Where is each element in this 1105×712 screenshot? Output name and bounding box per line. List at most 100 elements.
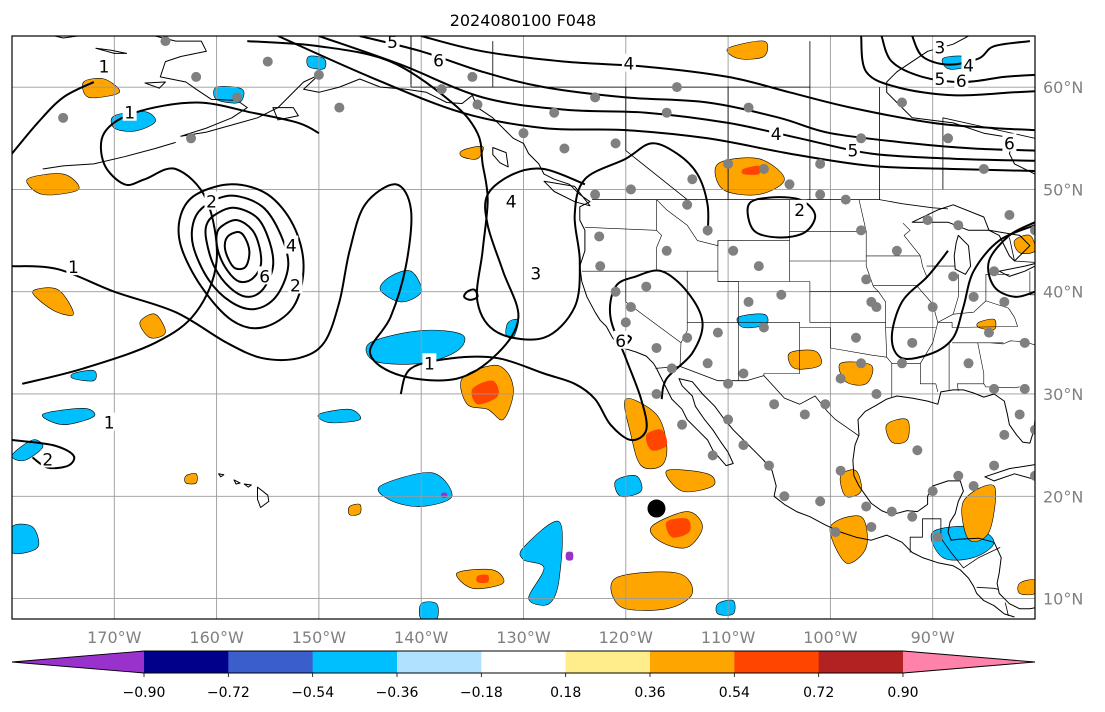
station-dot bbox=[856, 225, 867, 236]
longitude-tick-label: 160°W bbox=[189, 628, 244, 647]
positive-anomaly-area bbox=[139, 313, 166, 339]
latitude-tick-label: 10°N bbox=[1043, 590, 1083, 609]
contour-label: 4 bbox=[771, 125, 782, 145]
colorbar-segment bbox=[818, 651, 904, 673]
station-dot bbox=[897, 358, 908, 369]
station-dot bbox=[968, 291, 979, 302]
positive-anomaly-area bbox=[829, 515, 868, 564]
negative-anomaly-area bbox=[317, 408, 361, 424]
country-border bbox=[976, 586, 999, 590]
strong-negative-anomaly-area bbox=[565, 551, 574, 561]
colorbar-tick-label: 0.72 bbox=[803, 685, 834, 701]
station-dot bbox=[723, 378, 734, 389]
contour-label-background bbox=[97, 56, 112, 75]
contour-label-background bbox=[422, 353, 437, 372]
contour-label: 1 bbox=[104, 414, 115, 434]
colorbar-segment bbox=[228, 651, 314, 673]
station-markers bbox=[58, 36, 1071, 543]
station-dot bbox=[682, 199, 693, 210]
coastline bbox=[998, 263, 1035, 277]
colorbar-extend-high bbox=[903, 651, 1035, 673]
colorbar-tick-label: 0.90 bbox=[887, 685, 918, 701]
coastline bbox=[984, 464, 1035, 482]
station-dot bbox=[943, 133, 954, 144]
station-dot bbox=[738, 368, 749, 379]
contour-label-background bbox=[284, 235, 299, 254]
state-border bbox=[656, 230, 662, 272]
colorbar-tick-label: −0.90 bbox=[123, 685, 166, 701]
contour-label: 3 bbox=[934, 38, 945, 58]
station-dot bbox=[871, 388, 882, 399]
station-dot bbox=[620, 317, 631, 328]
station-dot bbox=[666, 363, 677, 374]
station-dot bbox=[723, 414, 734, 425]
station-dot bbox=[712, 327, 723, 338]
station-dot bbox=[610, 286, 621, 297]
station-dot bbox=[861, 274, 872, 285]
station-dot bbox=[861, 501, 872, 512]
station-dot bbox=[830, 527, 841, 538]
negative-anomaly-area bbox=[377, 472, 453, 507]
station-dot bbox=[968, 481, 979, 492]
state-border bbox=[985, 300, 1018, 327]
positive-anomaly-area bbox=[1045, 517, 1071, 546]
contour-label-background bbox=[504, 191, 519, 210]
country-border bbox=[655, 366, 860, 437]
station-dot bbox=[850, 332, 861, 343]
contour-line bbox=[359, 36, 1035, 152]
positive-anomaly-area bbox=[1017, 579, 1035, 596]
contour-label-background bbox=[122, 102, 137, 121]
contour-label-background bbox=[385, 36, 400, 51]
station-dot bbox=[912, 445, 923, 456]
negative-anomaly-area bbox=[519, 520, 563, 606]
contour-label-background bbox=[102, 412, 117, 431]
latitude-tick-label: 50°N bbox=[1043, 180, 1083, 199]
state-border bbox=[625, 271, 682, 367]
contour-label: 6 bbox=[1004, 134, 1015, 154]
station-dot bbox=[334, 102, 345, 113]
country-border bbox=[879, 199, 949, 210]
coastline bbox=[218, 473, 225, 478]
state-border bbox=[687, 281, 739, 323]
longitude-tick-label: 120°W bbox=[599, 628, 654, 647]
latitude-tick-label: 40°N bbox=[1043, 283, 1083, 302]
map-title: 2024080100 F048 bbox=[450, 11, 597, 30]
storm-center-marker bbox=[647, 499, 666, 518]
colorbar bbox=[11, 650, 1036, 674]
contour-label: 5 bbox=[847, 142, 858, 162]
strong-positive-anomaly-area bbox=[476, 574, 489, 584]
contour-line bbox=[12, 81, 95, 155]
contour-label-background bbox=[932, 68, 947, 87]
positive-anomaly-area bbox=[610, 571, 693, 611]
state-border bbox=[809, 281, 886, 323]
colorbar-segment bbox=[397, 651, 482, 673]
contour-label-background bbox=[769, 124, 784, 143]
station-dot bbox=[758, 163, 769, 174]
station-dot bbox=[590, 92, 601, 103]
contour-line bbox=[890, 224, 1035, 360]
coastline bbox=[144, 81, 166, 89]
country-border bbox=[940, 537, 1001, 569]
station-dot bbox=[707, 450, 718, 461]
contour-label: 6 bbox=[433, 52, 444, 72]
coastline bbox=[953, 234, 972, 275]
station-dot bbox=[610, 138, 621, 149]
station-dot bbox=[891, 245, 902, 256]
longitude-tick-label: 150°W bbox=[292, 628, 347, 647]
country-border bbox=[1009, 237, 1035, 263]
station-dot bbox=[232, 92, 243, 103]
colorbar-tick-label: −0.54 bbox=[291, 685, 334, 701]
station-dot bbox=[661, 107, 672, 118]
state-border bbox=[990, 340, 1035, 346]
station-dot bbox=[856, 133, 867, 144]
contour-label: 4 bbox=[963, 57, 974, 77]
station-dot bbox=[518, 128, 529, 139]
station-dot bbox=[1035, 312, 1045, 322]
station-dot bbox=[702, 358, 713, 369]
contour-label: 2 bbox=[290, 277, 301, 297]
station-dot bbox=[1061, 256, 1071, 266]
contour-label: 2 bbox=[794, 201, 805, 221]
colorbar-tick-label: −0.18 bbox=[460, 685, 503, 701]
colorbar-extend-low bbox=[12, 651, 144, 673]
